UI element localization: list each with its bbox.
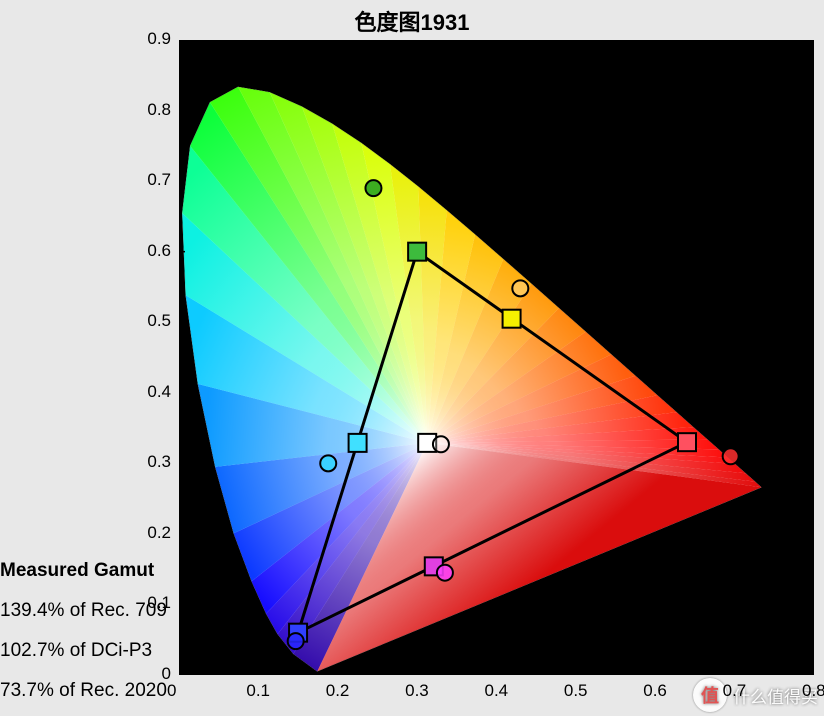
measured-gamut-heading: Measured Gamut [0, 560, 154, 582]
y-tick-label: 0.7 [147, 170, 171, 190]
x-tick-label: 0.2 [326, 681, 350, 701]
y-tick-label: 0.3 [147, 452, 171, 472]
y-tick-label: 0.6 [147, 241, 171, 261]
x-tick-label: 0.5 [564, 681, 588, 701]
y-tick-label: 0.5 [147, 311, 171, 331]
y-tick-label: 0.1 [147, 593, 171, 613]
y-tick-label: 0.4 [147, 382, 171, 402]
chromaticity-plot [179, 40, 814, 675]
x-tick-label: 0.4 [485, 681, 509, 701]
x-tick-label: 0 [167, 681, 176, 701]
gamut-rec709: 139.4% of Rec. 709 [0, 600, 167, 622]
gamut-rec2020: 73.7% of Rec. 2020 [0, 680, 167, 702]
y-tick-label: 0.9 [147, 29, 171, 49]
chart-title: 色度图1931 [0, 5, 824, 37]
gamut-dcip3: 102.7% of DCi-P3 [0, 640, 152, 662]
x-tick-label: 0.6 [643, 681, 667, 701]
x-tick-label: 0.1 [246, 681, 270, 701]
y-tick-label: 0.2 [147, 523, 171, 543]
x-tick-label: 0.8 [802, 681, 824, 701]
x-tick-label: 0.7 [723, 681, 747, 701]
x-tick-label: 0.3 [405, 681, 429, 701]
y-tick-label: 0.8 [147, 100, 171, 120]
watermark: 值 什么值得买 [693, 678, 818, 712]
y-tick-label: 0 [162, 664, 171, 684]
page-root: 色度图1931 Measured Gamut 139.4% of Rec. 70… [0, 0, 824, 716]
